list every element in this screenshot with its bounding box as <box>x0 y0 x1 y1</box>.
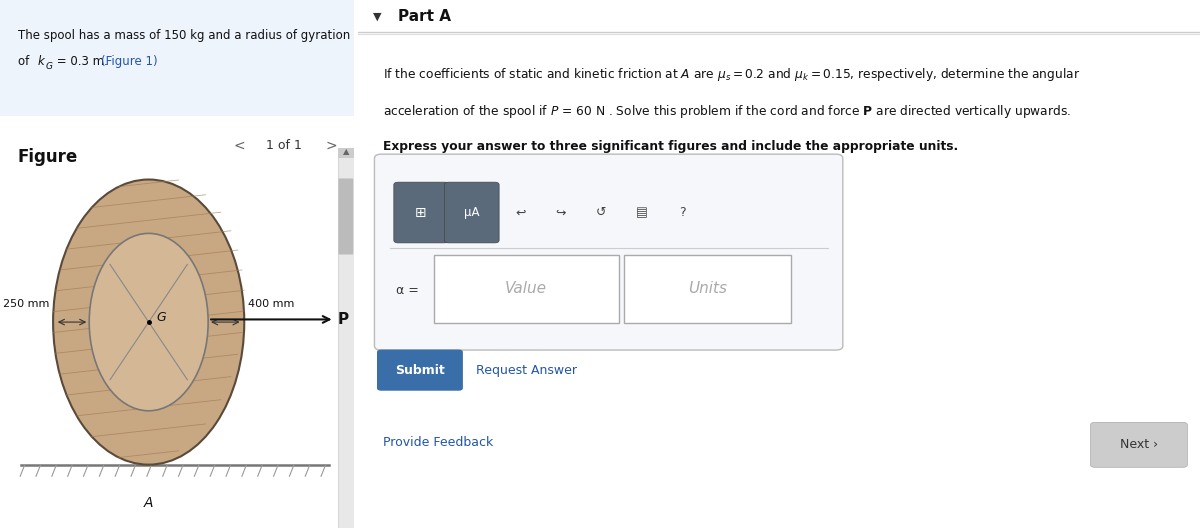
Circle shape <box>53 180 245 465</box>
FancyBboxPatch shape <box>444 182 499 243</box>
Text: (Figure 1): (Figure 1) <box>101 55 157 69</box>
Text: The spool has a mass of 150 kg and a radius of gyration: The spool has a mass of 150 kg and a rad… <box>18 29 350 42</box>
Text: k: k <box>37 55 44 69</box>
FancyBboxPatch shape <box>377 350 463 391</box>
FancyBboxPatch shape <box>394 182 449 243</box>
Text: ↩: ↩ <box>515 206 526 219</box>
Text: Provide Feedback: Provide Feedback <box>383 436 493 449</box>
Text: 1 of 1: 1 of 1 <box>265 139 301 152</box>
Circle shape <box>89 233 208 411</box>
Text: A: A <box>144 496 154 511</box>
Text: α =: α = <box>396 284 419 297</box>
FancyBboxPatch shape <box>338 148 354 528</box>
Text: ▲: ▲ <box>343 147 349 156</box>
Text: >: > <box>325 138 337 152</box>
Text: ↪: ↪ <box>556 206 566 219</box>
FancyBboxPatch shape <box>338 178 353 254</box>
Text: Request Answer: Request Answer <box>475 364 576 376</box>
Text: Units: Units <box>688 281 727 296</box>
Text: Next ›: Next › <box>1120 438 1158 451</box>
FancyBboxPatch shape <box>374 154 842 350</box>
Text: If the coefficients of static and kinetic friction at $\it{A}$ are $\mu_s = 0.2$: If the coefficients of static and kineti… <box>383 66 1080 83</box>
Text: G: G <box>46 62 53 71</box>
Text: 400 mm: 400 mm <box>247 299 294 309</box>
Text: Value: Value <box>505 281 547 296</box>
Text: ⊞: ⊞ <box>415 206 426 220</box>
Text: ▼: ▼ <box>373 12 382 22</box>
Text: = 0.3 m.: = 0.3 m. <box>53 55 112 69</box>
Text: ▤: ▤ <box>636 206 647 219</box>
Text: Part A: Part A <box>398 10 451 24</box>
Text: Express your answer to three significant figures and include the appropriate uni: Express your answer to three significant… <box>383 140 958 153</box>
Text: ?: ? <box>679 206 685 219</box>
FancyBboxPatch shape <box>434 255 619 323</box>
Text: <: < <box>234 138 245 152</box>
Text: of: of <box>18 55 32 69</box>
Text: Submit: Submit <box>395 364 445 376</box>
Text: acceleration of the spool if $\it{P}$ = 60 N . Solve this problem if the cord an: acceleration of the spool if $\it{P}$ = … <box>383 103 1072 120</box>
Text: Figure: Figure <box>18 148 78 166</box>
FancyBboxPatch shape <box>1091 422 1187 467</box>
Text: μA: μA <box>463 206 479 219</box>
Text: ↺: ↺ <box>596 206 606 219</box>
Text: 250 mm: 250 mm <box>4 299 49 309</box>
Text: P: P <box>338 312 349 327</box>
Text: G: G <box>156 312 166 324</box>
FancyBboxPatch shape <box>0 0 354 116</box>
FancyBboxPatch shape <box>338 148 354 158</box>
FancyBboxPatch shape <box>624 255 792 323</box>
